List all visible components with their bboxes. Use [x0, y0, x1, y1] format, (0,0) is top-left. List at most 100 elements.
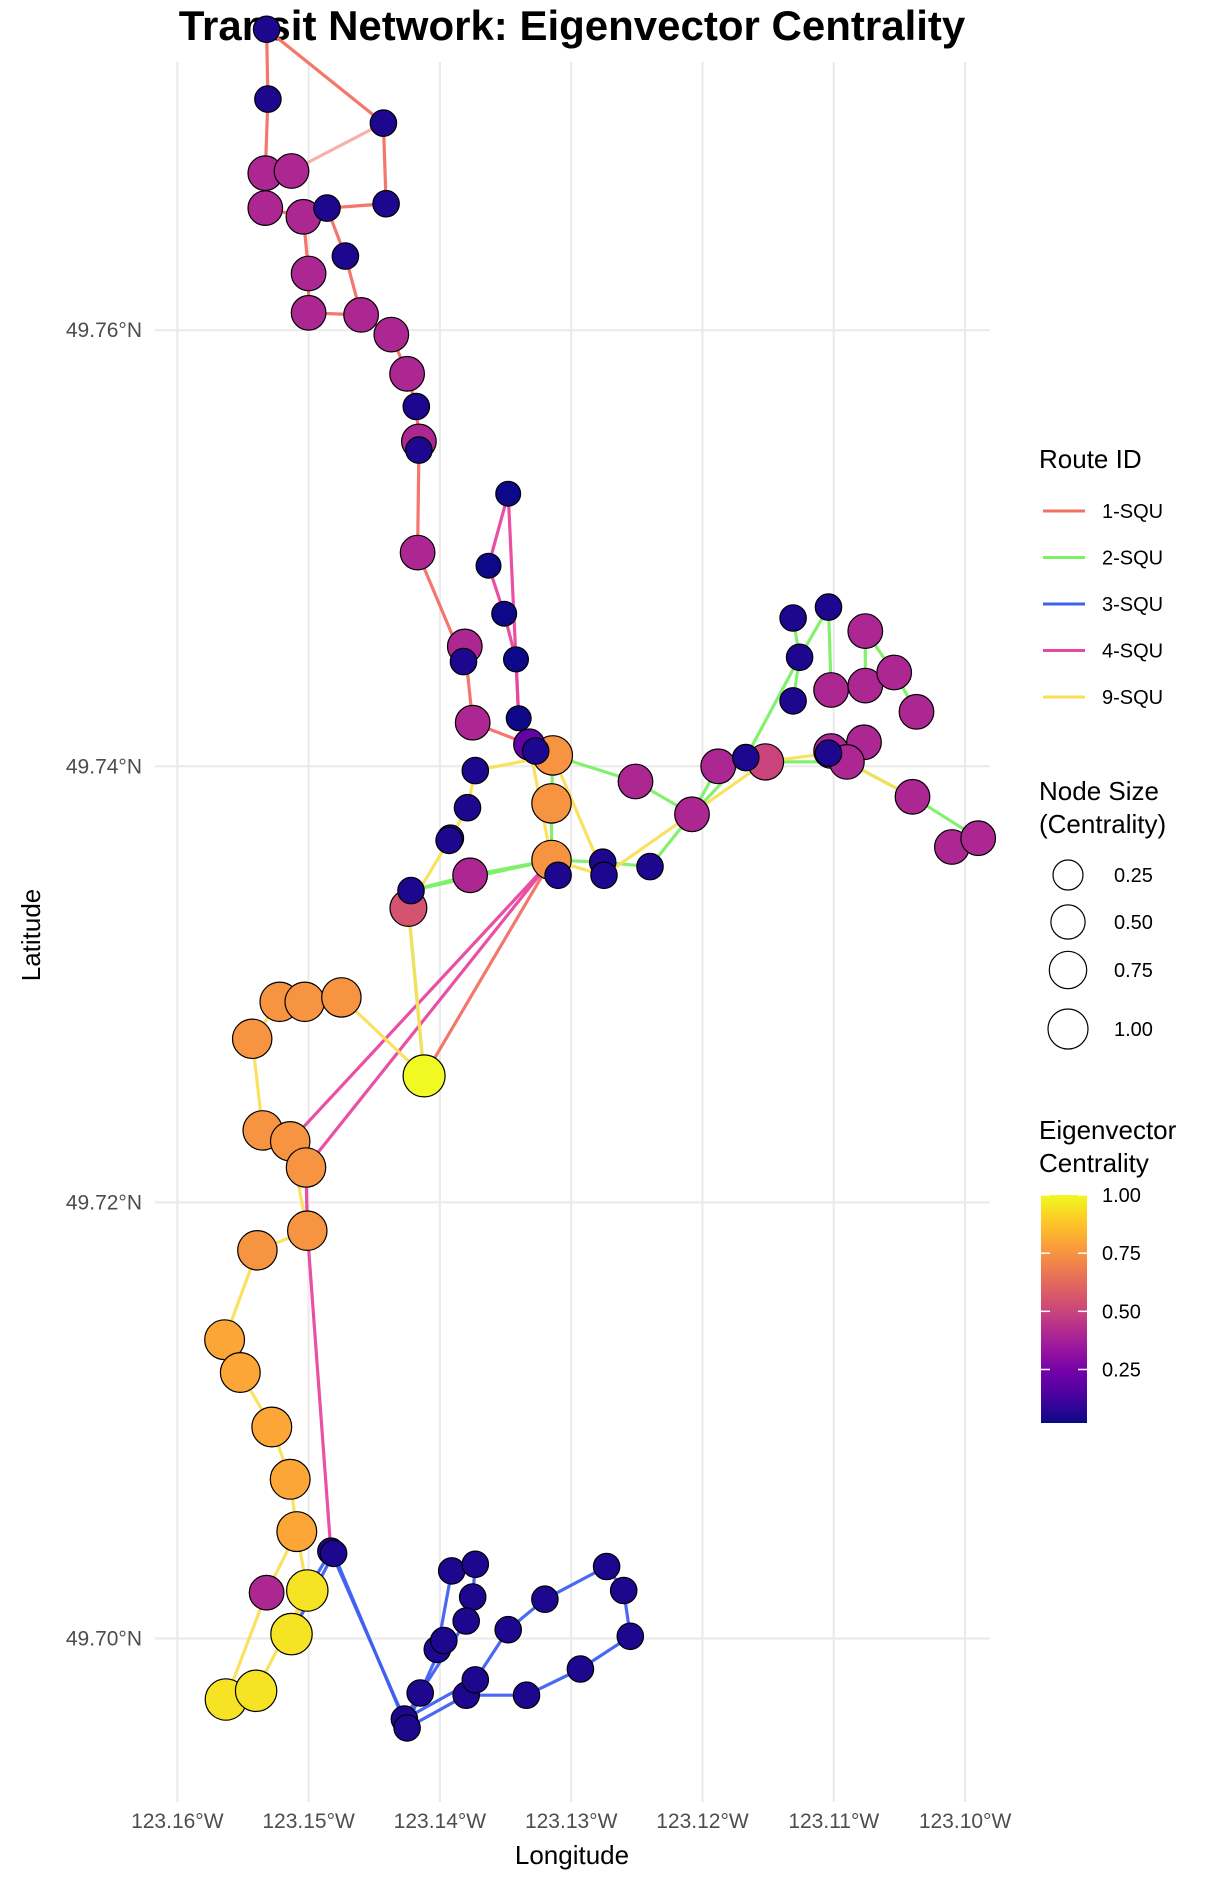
size-legend-title-line-1: Node Size — [1039, 776, 1159, 806]
network-node — [814, 593, 843, 621]
network-node — [505, 705, 532, 732]
y-axis-title: Latitude — [16, 889, 46, 982]
network-node — [285, 1147, 327, 1188]
route-legend-label: 9-SQU — [1102, 687, 1163, 709]
x-tick-label: 123.11°W — [788, 1810, 879, 1833]
network-node — [636, 852, 664, 881]
network-node — [254, 85, 282, 113]
network-node — [494, 1615, 522, 1644]
network-node — [429, 1626, 458, 1655]
network-node — [452, 1607, 480, 1635]
network-node — [251, 1406, 293, 1448]
network-node — [269, 1458, 311, 1500]
network-node — [389, 355, 426, 392]
network-node — [495, 480, 522, 507]
network-node — [247, 190, 284, 227]
size-legend: Node Size (Centrality) 0.25 0.50 0.75 1.00 — [1039, 776, 1166, 1050]
network-node — [700, 748, 737, 785]
network-node — [453, 793, 482, 822]
network-node — [847, 613, 884, 649]
x-tick-label: 123.16°W — [131, 1810, 224, 1833]
color-legend-label: 0.75 — [1102, 1243, 1141, 1265]
network-node — [285, 1569, 329, 1612]
network-node — [397, 876, 425, 905]
network-node — [402, 392, 431, 421]
size-legend-label: 0.75 — [1114, 960, 1153, 982]
color-legend-bar — [1041, 1195, 1087, 1423]
network-node — [405, 436, 433, 464]
color-legend-label: 0.50 — [1102, 1301, 1141, 1323]
network-node — [779, 687, 807, 715]
network-node — [435, 826, 463, 855]
network-node — [566, 1655, 595, 1683]
network-node — [544, 861, 572, 890]
network-node — [461, 1666, 490, 1694]
y-axis-ticks: 49.70°N 49.72°N 49.74°N 49.76°N — [66, 319, 142, 1650]
network-node — [731, 743, 760, 772]
network-node — [273, 153, 310, 189]
network-node — [321, 977, 362, 1018]
network-node — [785, 643, 814, 672]
network-node — [458, 1583, 487, 1611]
network-node — [219, 1351, 261, 1393]
network-node — [372, 189, 400, 218]
network-node — [373, 316, 410, 353]
network-node — [237, 1230, 278, 1271]
color-legend-label: 0.25 — [1102, 1359, 1141, 1381]
network-node — [503, 646, 530, 673]
network-node — [369, 109, 398, 137]
network-node — [521, 737, 550, 765]
network-node — [609, 1576, 638, 1605]
route-legend-label: 3-SQU — [1102, 594, 1163, 616]
network-node — [290, 255, 327, 292]
network-node — [319, 1539, 348, 1568]
network-node — [531, 1585, 559, 1613]
network-node — [406, 1679, 434, 1707]
grid — [155, 62, 990, 1802]
network-nodes — [204, 15, 997, 1742]
route-edge-1-squ — [422, 858, 554, 1078]
size-legend-label: 1.00 — [1114, 1019, 1153, 1041]
route-edge-1-squ — [301, 215, 363, 317]
network-node — [590, 861, 618, 890]
route-legend: Route ID 1-SQU 2-SQU 3-SQU 4-SQU 9-SQU — [1039, 444, 1163, 709]
y-tick-label: 49.70°N — [66, 1627, 142, 1650]
network-node — [331, 242, 360, 270]
network-node — [313, 194, 341, 222]
route-legend-label: 1-SQU — [1102, 501, 1163, 523]
y-tick-label: 49.74°N — [66, 755, 142, 778]
network-node — [276, 1511, 318, 1553]
x-tick-label: 123.12°W — [656, 1810, 749, 1833]
network-node — [898, 693, 935, 730]
network-node — [813, 672, 849, 708]
network-node — [343, 297, 380, 333]
size-legend-circle — [1050, 904, 1086, 940]
chart-title: Transit Network: Eigenvector Centrality — [179, 2, 966, 49]
color-legend-title-line-1: Eigenvector — [1039, 1115, 1177, 1145]
network-node — [617, 763, 654, 800]
network-node — [454, 704, 491, 741]
x-tick-label: 123.15°W — [262, 1810, 355, 1833]
network-node — [461, 1550, 490, 1579]
size-legend-title-line-2: (Centrality) — [1039, 809, 1166, 839]
network-node — [674, 796, 710, 833]
network-node — [234, 1669, 278, 1713]
network-node — [475, 552, 502, 579]
network-node — [402, 1054, 446, 1098]
network-node — [270, 1612, 313, 1656]
network-node — [960, 820, 997, 857]
network-node — [452, 857, 489, 894]
network-node — [284, 981, 326, 1023]
network-node — [491, 600, 518, 627]
network-node — [894, 778, 931, 815]
network-node — [290, 294, 327, 331]
x-axis-title: Longitude — [515, 1840, 629, 1870]
network-node — [252, 15, 281, 44]
size-legend-circle — [1047, 1008, 1089, 1050]
network-node — [779, 604, 807, 632]
route-legend-title: Route ID — [1039, 444, 1142, 474]
color-legend: Eigenvector Centrality 1.00 0.75 0.50 0.25 — [1039, 1115, 1177, 1423]
network-node — [876, 654, 913, 691]
network-node — [399, 534, 436, 571]
